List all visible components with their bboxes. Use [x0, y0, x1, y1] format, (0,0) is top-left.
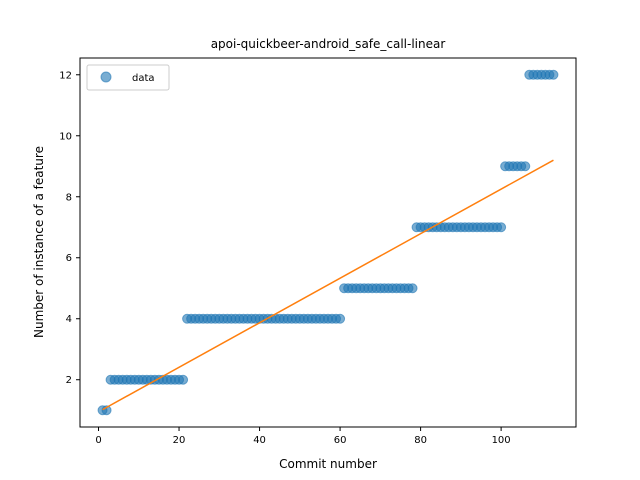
- legend: data: [86, 64, 170, 91]
- data-point: [548, 69, 559, 80]
- x-tick-label: 100: [492, 435, 511, 446]
- y-tick-label: 12: [59, 70, 72, 81]
- legend-box: [86, 64, 170, 91]
- x-tick-label: 0: [95, 435, 101, 446]
- plot-area: [97, 69, 559, 416]
- y-tick-label: 8: [66, 192, 72, 203]
- data-point: [178, 374, 189, 385]
- y-axis: 2 4 6 8 10 12: [59, 70, 80, 386]
- x-tick-label: 60: [334, 435, 347, 446]
- data-point: [407, 283, 418, 294]
- x-tick-label: 40: [253, 435, 266, 446]
- plot-frame: [79, 57, 577, 428]
- fit-line: [102, 159, 554, 411]
- y-tick-label: 4: [66, 314, 72, 325]
- x-axis: 0 20 40 60 80 100: [95, 427, 511, 446]
- chart-title: apoi-quickbeer-android_safe_call-linear: [211, 37, 446, 51]
- y-tick-label: 2: [66, 375, 72, 386]
- data-point: [520, 161, 531, 172]
- y-tick-label: 10: [59, 131, 72, 142]
- x-axis-label: Commit number: [279, 457, 377, 471]
- data-point: [335, 313, 346, 324]
- y-tick-label: 6: [66, 253, 72, 264]
- y-axis-label: Number of instance of a feature: [32, 146, 46, 338]
- x-tick-label: 20: [173, 435, 186, 446]
- legend-marker-data: [100, 71, 112, 83]
- x-tick-label: 80: [414, 435, 427, 446]
- legend-label-data: data: [132, 73, 155, 84]
- data-point: [496, 222, 507, 233]
